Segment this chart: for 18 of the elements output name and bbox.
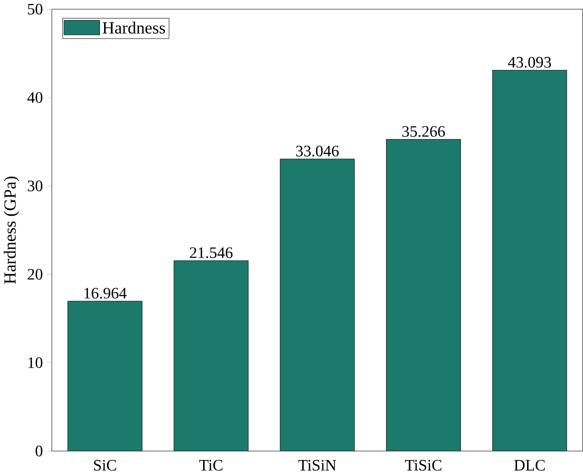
x-tick-label: TiSiC <box>405 460 442 470</box>
x-tick-label: TiC <box>199 460 222 470</box>
legend-label: Hardness <box>102 21 165 34</box>
x-tick-label: SiC <box>94 460 116 470</box>
x-tick-label: DLC <box>514 460 545 470</box>
data-label: 35.266 <box>402 126 445 137</box>
data-label: 43.093 <box>508 56 551 68</box>
y-tick-label: 50 <box>28 4 42 14</box>
y-tick-label: 20 <box>28 268 42 280</box>
y-tick-label: 30 <box>28 180 42 192</box>
data-label: 21.546 <box>190 247 233 258</box>
y-axis-title: Hardness (GPa) <box>4 176 20 284</box>
y-tick-label: 10 <box>28 357 42 368</box>
x-tick-label: TiSiN <box>298 460 336 470</box>
y-tick-label: 40 <box>27 92 42 103</box>
data-label: 33.046 <box>296 145 339 156</box>
data-label: 16.964 <box>84 288 127 298</box>
y-tick-label: 0 <box>36 445 42 456</box>
